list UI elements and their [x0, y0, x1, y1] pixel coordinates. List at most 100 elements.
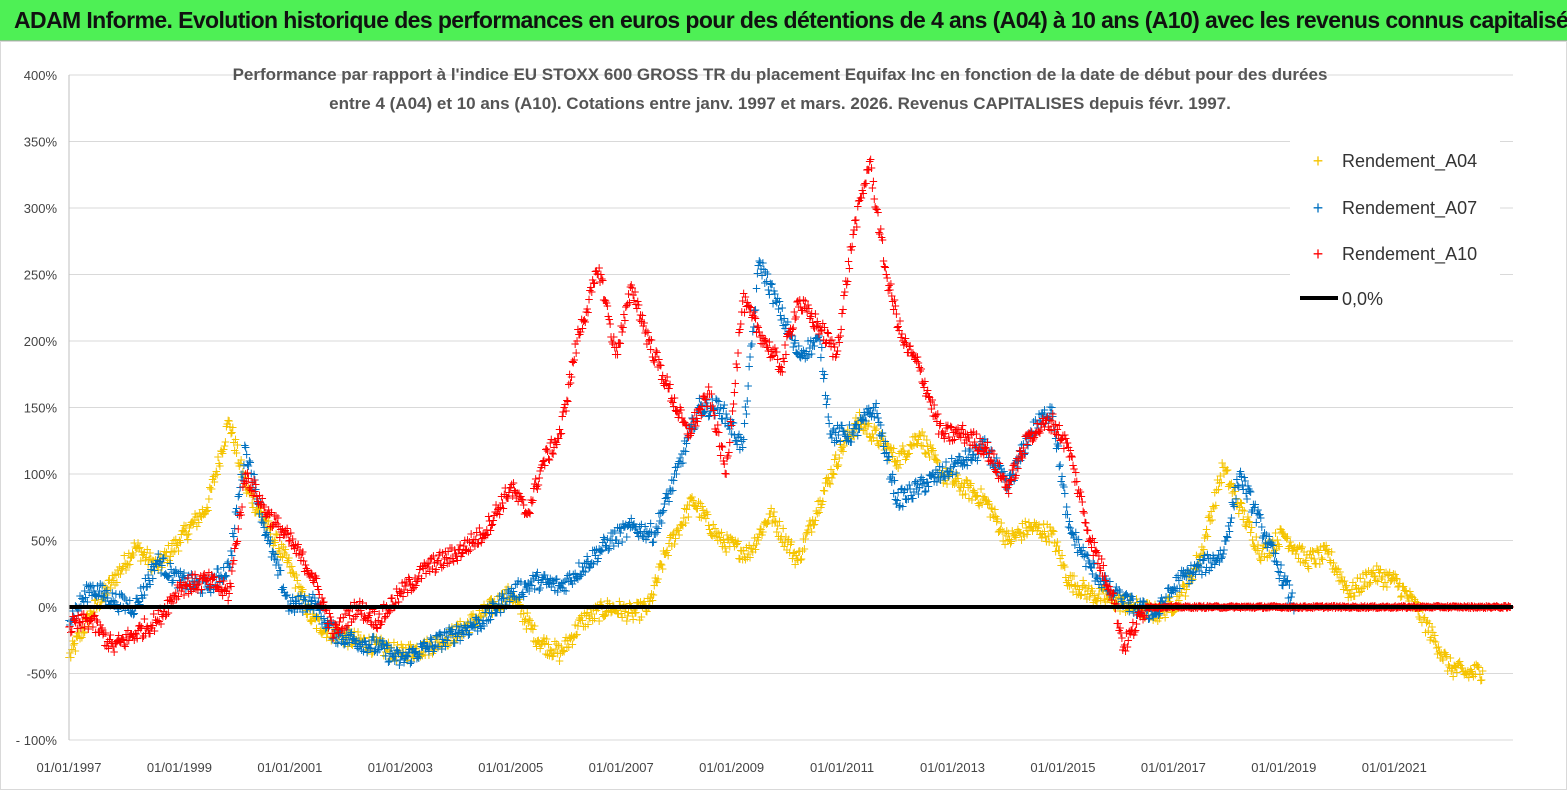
- data-point: +: [851, 411, 861, 425]
- data-point: +: [1323, 547, 1333, 561]
- data-point: +: [446, 628, 456, 642]
- data-point: +: [1101, 587, 1111, 601]
- data-point: +: [1022, 527, 1032, 541]
- data-point: +: [451, 631, 461, 645]
- data-point: +: [1238, 513, 1248, 527]
- data-point: +: [215, 459, 225, 473]
- data-point: +: [1462, 667, 1472, 681]
- data-point: +: [381, 645, 391, 659]
- data-point: +: [527, 618, 537, 632]
- data-point: +: [348, 629, 358, 643]
- data-point: +: [1275, 522, 1285, 536]
- data-point: +: [1272, 533, 1282, 547]
- data-point: +: [739, 432, 749, 446]
- data-point: +: [196, 509, 206, 523]
- data-point: +: [121, 563, 131, 577]
- data-point: +: [1187, 569, 1197, 583]
- data-point: +: [903, 446, 913, 460]
- data-point: +: [582, 606, 592, 620]
- data-point: +: [1219, 467, 1229, 481]
- data-point: +: [890, 455, 900, 469]
- data-point: +: [167, 537, 177, 551]
- data-point: +: [500, 594, 510, 608]
- data-point: +: [150, 559, 160, 573]
- data-point: +: [970, 490, 980, 504]
- data-point: +: [399, 648, 409, 662]
- data-point: +: [240, 471, 250, 485]
- data-point: +: [1100, 595, 1110, 609]
- data-point: +: [1183, 566, 1193, 580]
- data-point: +: [1333, 562, 1343, 576]
- data-point: +: [1385, 565, 1395, 579]
- data-point: +: [612, 604, 622, 618]
- data-point: +: [529, 634, 539, 648]
- data-point: +: [1212, 483, 1222, 497]
- data-point: +: [674, 528, 684, 542]
- data-point: +: [965, 478, 975, 492]
- data-point: +: [990, 503, 1000, 517]
- data-point: +: [125, 558, 135, 572]
- data-point: +: [169, 533, 179, 547]
- data-point: +: [963, 481, 973, 495]
- data-point: +: [759, 517, 769, 531]
- data-point: +: [1312, 542, 1322, 556]
- data-point: +: [631, 606, 641, 620]
- data-point: +: [1468, 669, 1478, 683]
- data-point: +: [840, 433, 850, 447]
- data-point: +: [811, 504, 821, 518]
- data-point: +: [652, 575, 662, 589]
- data-point: +: [1113, 591, 1123, 605]
- data-point: +: [296, 581, 306, 595]
- data-point: +: [701, 511, 711, 525]
- data-point: +: [992, 515, 1002, 529]
- data-point: +: [1015, 525, 1025, 539]
- data-point: +: [675, 518, 685, 532]
- data-point: +: [1222, 463, 1232, 477]
- data-point: +: [419, 634, 429, 648]
- data-point: +: [1068, 585, 1078, 599]
- data-point: +: [679, 511, 689, 525]
- data-point: +: [795, 544, 805, 558]
- banner-title: ADAM Informe. Evolution historique des p…: [14, 7, 1567, 34]
- data-point: +: [797, 552, 807, 566]
- data-point: +: [739, 550, 749, 564]
- data-point: +: [556, 640, 566, 654]
- series-Rendement_A04: +++++++++++++ + + + +++++++ +++++++++++++++++…: [64, 406, 1488, 688]
- data-point: +: [713, 534, 723, 548]
- data-point: +: [769, 505, 779, 519]
- data-point: +: [347, 637, 357, 651]
- data-point: +: [1032, 524, 1042, 538]
- data-point: +: [489, 595, 499, 609]
- data-point: +: [1085, 590, 1095, 604]
- data-point: +: [1336, 573, 1346, 587]
- data-point: +: [1324, 545, 1334, 559]
- data-point: +: [1221, 464, 1231, 478]
- data-point: +: [176, 527, 186, 541]
- data-point: +: [668, 527, 678, 541]
- data-point: +: [1150, 597, 1160, 611]
- data-point: +: [1372, 559, 1382, 573]
- data-point: +: [174, 534, 184, 548]
- data-point: +: [700, 506, 710, 520]
- data-point: +: [738, 553, 748, 567]
- data-point: +: [111, 568, 121, 582]
- data-point: +: [1168, 605, 1178, 619]
- data-point: +: [275, 544, 285, 558]
- data-point: +: [263, 520, 273, 534]
- data-point: +: [1149, 610, 1159, 624]
- data-point: +: [225, 420, 235, 434]
- data-point: +: [755, 522, 765, 536]
- data-point: +: [743, 379, 753, 393]
- data-point: +: [495, 603, 505, 617]
- data-point: +: [734, 551, 744, 565]
- data-point: +: [1386, 574, 1396, 588]
- data-point: +: [857, 413, 867, 427]
- data-point: +: [1396, 590, 1406, 604]
- data-point: +: [1260, 536, 1270, 550]
- data-point: +: [1329, 556, 1339, 570]
- data-point: +: [1152, 607, 1162, 621]
- data-point: +: [749, 539, 759, 553]
- data-point: +: [1125, 590, 1135, 604]
- data-point: +: [1167, 605, 1177, 619]
- data-point: +: [67, 643, 77, 657]
